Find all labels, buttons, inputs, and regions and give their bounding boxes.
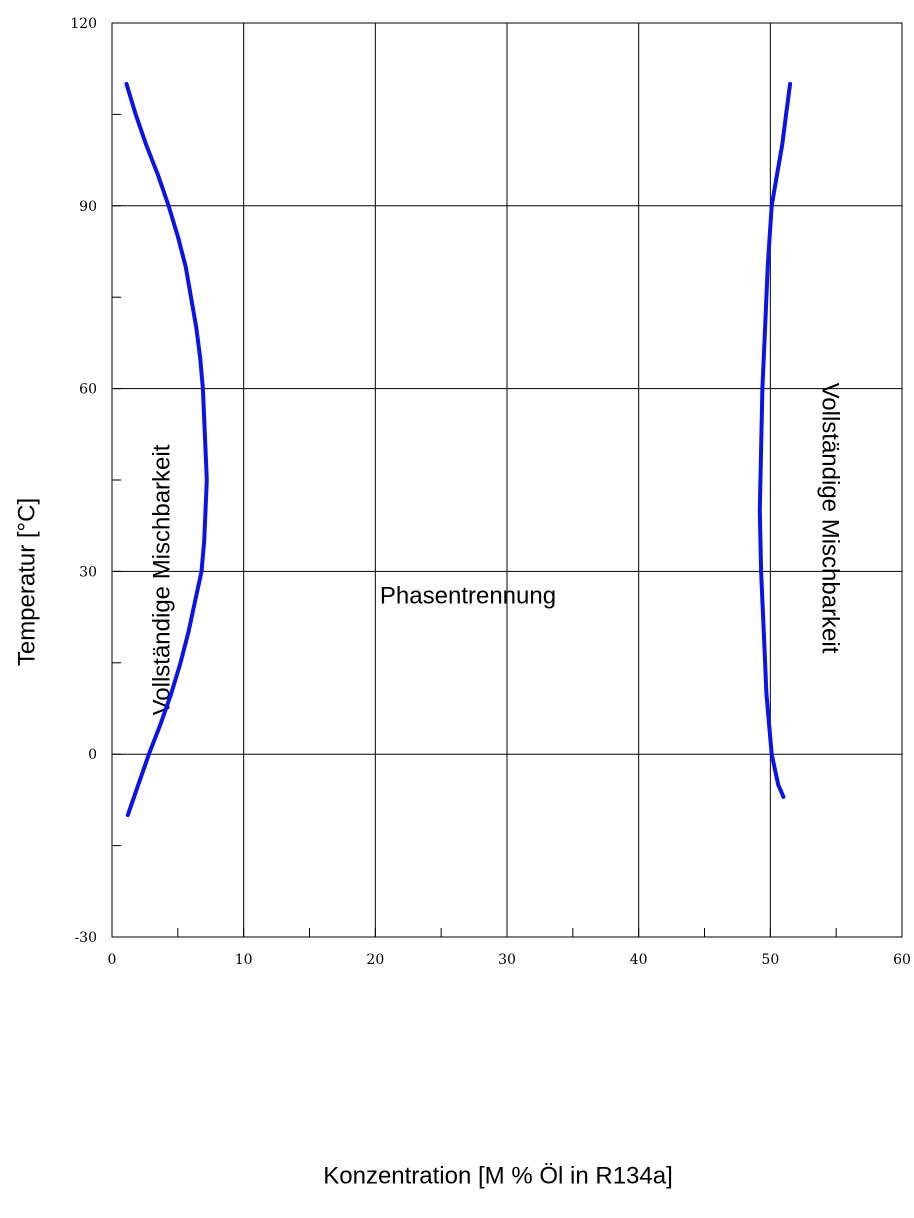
plot-frame [111, 22, 903, 938]
y-tick-label-3: 60 [79, 382, 97, 398]
series-line-0 [124, 81, 209, 818]
axis-ticks [112, 113, 837, 937]
region-label-left: Vollständige Mischbarkeit [148, 444, 175, 715]
y-axis-title: Temperatur [°C] [13, 498, 40, 666]
x-tick-label-5: 50 [761, 952, 779, 968]
region-label-middle: Phasentrennung [380, 582, 556, 609]
series-line-1 [757, 81, 793, 799]
x-tick-label-2: 20 [366, 952, 384, 968]
y-tick-label-0: -30 [74, 930, 97, 946]
y-tick-label-4: 90 [79, 199, 97, 215]
grid-lines [112, 23, 902, 937]
region-label-right: Vollständige Mischbarkeit [817, 383, 844, 654]
x-tick-label-4: 40 [630, 952, 648, 968]
y-tick-label-1: 0 [88, 747, 97, 763]
y-tick-label-5: 120 [70, 16, 97, 32]
x-tick-label-0: 0 [108, 952, 117, 968]
series-lines [124, 81, 793, 818]
x-tick-label-1: 10 [235, 952, 253, 968]
tick-labels: 0 10 20 30 40 50 60 -30 0 30 60 90 120 [70, 16, 911, 968]
y-tick-label-2: 30 [79, 564, 97, 580]
x-tick-label-3: 30 [498, 952, 516, 968]
x-axis-title: Konzentration [M % Öl in R134a] [323, 1162, 673, 1189]
x-tick-label-6: 60 [893, 952, 911, 968]
